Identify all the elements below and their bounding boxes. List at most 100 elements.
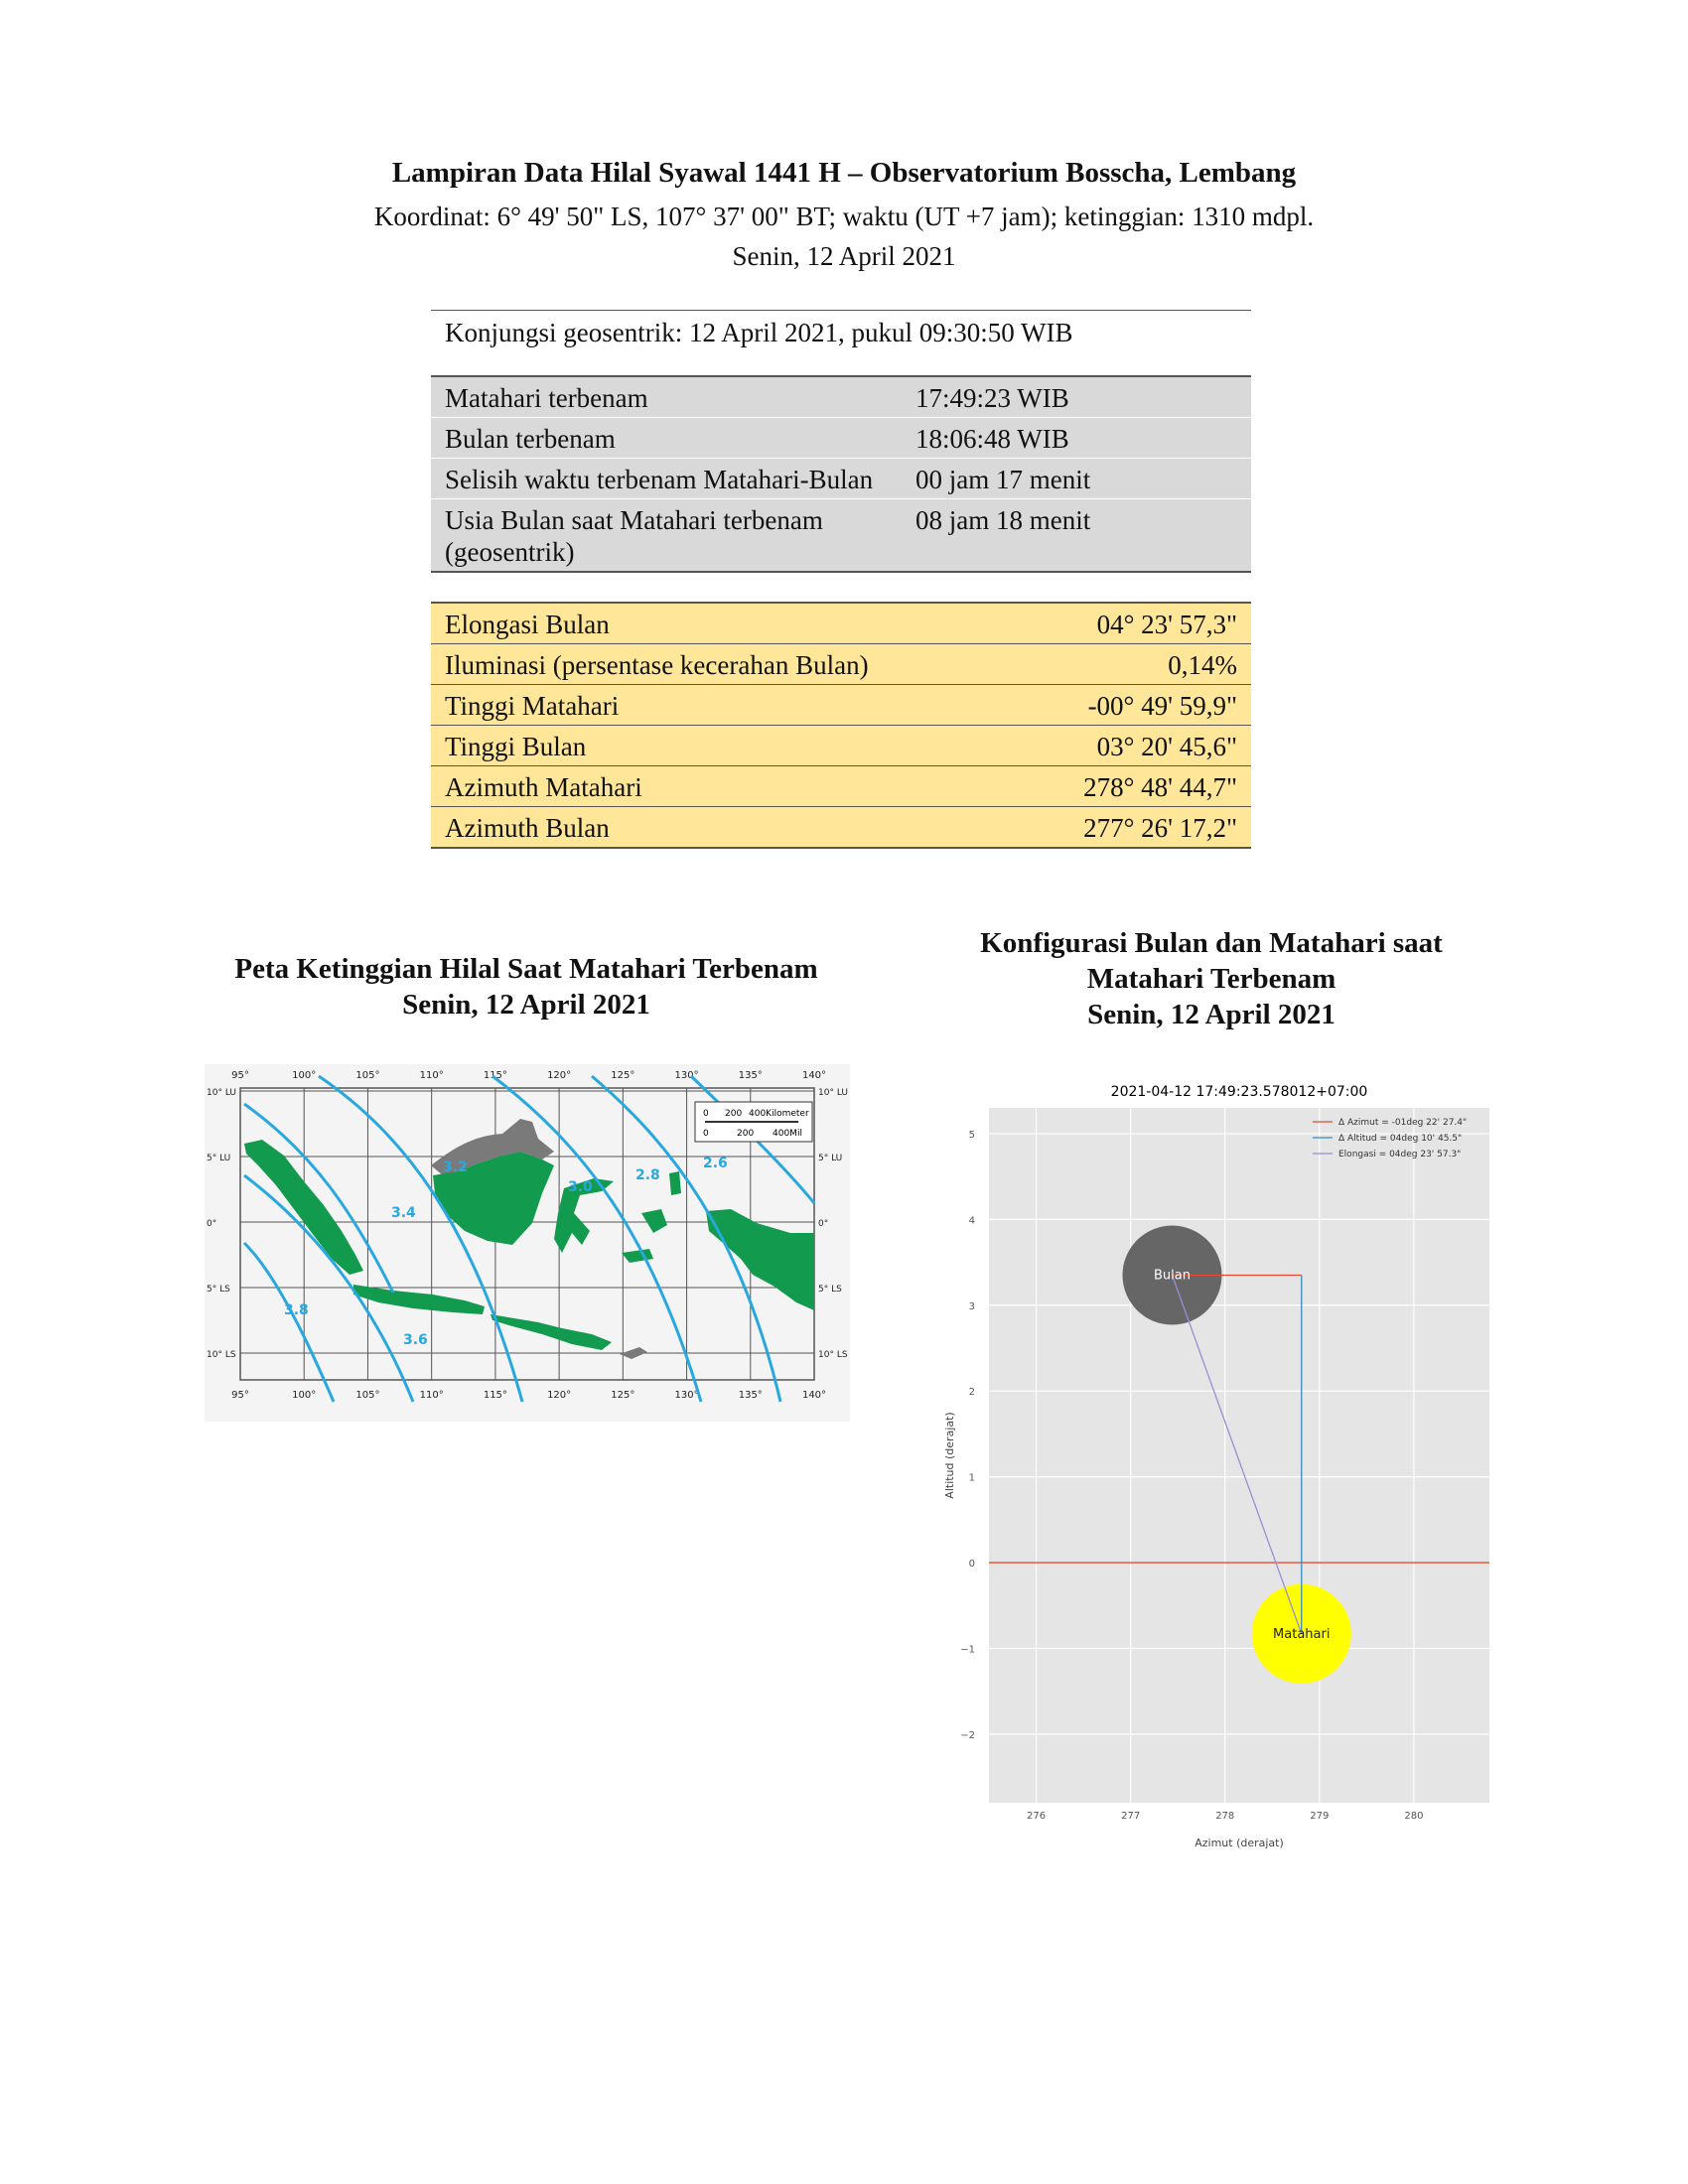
lon-tick-label: 110° bbox=[420, 1390, 444, 1401]
land-maluku bbox=[622, 1171, 681, 1263]
lat-tick-label: 5° LS bbox=[818, 1285, 842, 1295]
land-sulawesi bbox=[554, 1178, 614, 1253]
row-value: 18:06:48 WIB bbox=[888, 417, 1251, 459]
lat-tick-label: 10° LS bbox=[207, 1350, 236, 1360]
lon-tick-label: 125° bbox=[611, 1390, 634, 1401]
lat-tick-label: 5° LU bbox=[818, 1154, 842, 1163]
contour-line bbox=[243, 1102, 395, 1294]
hilal-altitude-map: 95° 95° 100° 100° 105° 105° 110° 110° 115° 115° 12… bbox=[205, 1064, 850, 1422]
map-caption: Peta Ketinggian Hilal Saat Matahari Terb… bbox=[199, 951, 854, 1023]
land-java bbox=[353, 1285, 485, 1314]
row-value: 00 jam 17 menit bbox=[888, 458, 1251, 499]
y-tick-label: 4 bbox=[969, 1215, 975, 1226]
moon-label: Bulan bbox=[1154, 1269, 1191, 1284]
land-sumatra bbox=[244, 1140, 363, 1275]
contour-line bbox=[243, 1173, 415, 1403]
lon-tick-label: 95° bbox=[231, 1070, 249, 1081]
conjunction-text: Konjungsi geosentrik: 12 April 2021, puk… bbox=[445, 318, 1073, 347]
lon-tick-label: 130° bbox=[675, 1070, 699, 1081]
sun-marker bbox=[1251, 1583, 1351, 1684]
scale-label: 0 bbox=[703, 1109, 709, 1119]
legend-entry: Δ Altitud = 04deg 10' 45.5" bbox=[1338, 1134, 1462, 1144]
row-label: Usia Bulan saat Matahari terbenam (geose… bbox=[431, 498, 888, 572]
x-tick-label: 278 bbox=[1215, 1811, 1234, 1822]
map-caption-line: Peta Ketinggian Hilal Saat Matahari Terb… bbox=[234, 953, 818, 985]
contour-label: 2.8 bbox=[635, 1167, 660, 1183]
lat-tick-label: 5° LU bbox=[207, 1154, 230, 1163]
x-tick-label: 280 bbox=[1404, 1811, 1423, 1822]
y-tick-label: −2 bbox=[960, 1730, 975, 1741]
sun-label: Matahari bbox=[1273, 1627, 1330, 1642]
lon-tick-label: 115° bbox=[484, 1070, 507, 1081]
lat-tick-label: 0° bbox=[207, 1219, 216, 1229]
row-label: Azimuth Bulan bbox=[431, 806, 1016, 848]
x-tick-label: 276 bbox=[1027, 1811, 1046, 1822]
table-row: Elongasi Bulan 04° 23' 57,3" bbox=[431, 603, 1251, 644]
contour-line bbox=[492, 1074, 703, 1403]
contour-line bbox=[242, 1241, 336, 1403]
lon-tick-label: 135° bbox=[739, 1070, 763, 1081]
y-tick-label: 5 bbox=[969, 1130, 975, 1141]
contour-label: 3.6 bbox=[403, 1332, 428, 1348]
foreign-land-borneo bbox=[431, 1119, 554, 1175]
row-label: Matahari terbenam bbox=[445, 383, 648, 413]
contour-line bbox=[689, 1074, 816, 1204]
lat-tick-label: 10° LS bbox=[818, 1350, 848, 1360]
position-table: Elongasi Bulan 04° 23' 57,3" Iluminasi (p… bbox=[431, 602, 1251, 849]
lon-tick-label: 100° bbox=[292, 1390, 316, 1401]
row-value: 08 jam 18 menit bbox=[888, 498, 1251, 572]
date-line: Senin, 12 April 2021 bbox=[732, 241, 956, 271]
contour-line bbox=[591, 1074, 782, 1403]
table-row: Matahari terbenam 17:49:23 WIB bbox=[431, 376, 1251, 418]
foreign-land-timor bbox=[620, 1347, 647, 1359]
table-row: Azimuth Bulan 277° 26' 17,2" bbox=[431, 806, 1251, 848]
contour-label: 3.2 bbox=[443, 1160, 468, 1175]
x-tick-label: 279 bbox=[1310, 1811, 1329, 1822]
plot-marks: Bulan Matahari bbox=[989, 1225, 1489, 1684]
elongation-line bbox=[1171, 1275, 1303, 1634]
y-axis-label: Altitud (derajat) bbox=[943, 1412, 956, 1498]
land-kalimantan bbox=[433, 1152, 554, 1245]
moon-sun-configuration-chart: 2021-04-12 17:49:23.578012+07:00 Bulan Ma… bbox=[923, 1070, 1499, 1860]
lat-tick-label: 0° bbox=[818, 1219, 828, 1229]
table-row: Usia Bulan saat Matahari terbenam (geose… bbox=[431, 498, 1251, 572]
plot-area bbox=[989, 1108, 1489, 1803]
row-label: Selisih waktu terbenam Matahari-Bulan bbox=[431, 458, 888, 499]
lon-tick-label: 120° bbox=[547, 1070, 571, 1081]
y-tick-label: 2 bbox=[969, 1387, 975, 1398]
lat-tick-label: 10° LU bbox=[207, 1088, 236, 1098]
config-caption-line: Konfigurasi Bulan dan Matahari saat bbox=[980, 927, 1443, 959]
lon-tick-label: 135° bbox=[739, 1390, 763, 1401]
row-value: 277° 26' 17,2" bbox=[1015, 806, 1251, 848]
lon-tick-label: 125° bbox=[611, 1070, 634, 1081]
contour-label: 3.0 bbox=[568, 1179, 593, 1195]
row-label: Tinggi Matahari bbox=[431, 684, 1016, 726]
conjunction-table: Konjungsi geosentrik: 12 April 2021, puk… bbox=[431, 310, 1251, 351]
lon-tick-label: 105° bbox=[355, 1390, 379, 1401]
legend-entry: Δ Azimut = -01deg 22' 27.4" bbox=[1338, 1118, 1467, 1128]
coordinates-line: Koordinat: 6° 49' 50" LS, 107° 37' 00" B… bbox=[373, 202, 1315, 231]
row-label: Tinggi Bulan bbox=[431, 725, 1016, 766]
lon-tick-label: 140° bbox=[802, 1070, 826, 1081]
lon-tick-label: 120° bbox=[547, 1390, 571, 1401]
lon-tick-label: 105° bbox=[355, 1070, 379, 1081]
x-tick-label: 277 bbox=[1121, 1811, 1140, 1822]
lon-tick-label: 140° bbox=[802, 1390, 826, 1401]
table-row: Tinggi Bulan 03° 20' 45,6" bbox=[431, 725, 1251, 766]
chart-title: 2021-04-12 17:49:23.578012+07:00 bbox=[1111, 1084, 1368, 1100]
y-tick-label: −1 bbox=[960, 1644, 975, 1655]
lon-tick-label: 110° bbox=[420, 1070, 444, 1081]
lat-tick-label: 5° LS bbox=[207, 1285, 230, 1295]
lon-tick-label: 95° bbox=[231, 1390, 249, 1401]
contour-label: 2.6 bbox=[703, 1156, 728, 1171]
row-value: 17:49:23 WIB bbox=[915, 383, 1069, 413]
contour-lines bbox=[242, 1074, 816, 1403]
scale-label: 0 bbox=[703, 1129, 709, 1139]
page-title: Lampiran Data Hilal Syawal 1441 H – Obse… bbox=[391, 157, 1297, 189]
y-tick-label: 1 bbox=[969, 1473, 975, 1484]
map-caption-line: Senin, 12 April 2021 bbox=[402, 989, 650, 1021]
table-row: Tinggi Matahari -00° 49' 59,9" bbox=[431, 684, 1251, 726]
scale-label: 400Kilometer bbox=[749, 1109, 809, 1119]
lat-tick-label: 10° LU bbox=[818, 1088, 848, 1098]
row-label: Iluminasi (persentase kecerahan Bulan) bbox=[431, 643, 1016, 685]
